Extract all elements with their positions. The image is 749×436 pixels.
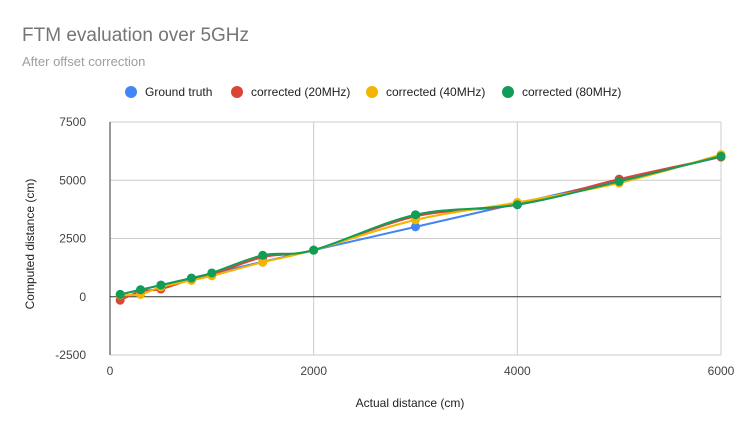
series-4 bbox=[115, 151, 726, 299]
legend-marker bbox=[125, 86, 137, 98]
legend-marker bbox=[366, 86, 378, 98]
series-2 bbox=[115, 152, 726, 305]
legend-item: corrected (80MHz) bbox=[502, 85, 621, 99]
y-tick-label: 7500 bbox=[59, 115, 86, 129]
y-tick-label: 0 bbox=[79, 290, 86, 304]
legend-label: corrected (80MHz) bbox=[522, 85, 621, 99]
grid bbox=[110, 121, 722, 356]
legend-item: corrected (20MHz) bbox=[231, 85, 350, 99]
legend-label: corrected (20MHz) bbox=[251, 85, 350, 99]
data-point bbox=[309, 245, 319, 255]
y-axis-label: Computed distance (cm) bbox=[23, 179, 37, 310]
axes bbox=[109, 122, 721, 355]
x-tick-label: 2000 bbox=[300, 364, 327, 378]
data-point bbox=[258, 250, 268, 260]
legend-marker bbox=[502, 86, 514, 98]
data-point bbox=[115, 289, 125, 299]
legend-marker bbox=[231, 86, 243, 98]
data-point bbox=[411, 210, 420, 220]
chart-title: FTM evaluation over 5GHz bbox=[22, 25, 249, 46]
legend-label: Ground truth bbox=[145, 85, 212, 99]
data-point bbox=[258, 257, 268, 267]
tick-labels: -2500 0 2500 5000 7500 0 2000 4000 6000 bbox=[55, 115, 734, 378]
data-point bbox=[411, 222, 420, 232]
data-point bbox=[716, 151, 726, 161]
x-tick-label: 0 bbox=[107, 364, 114, 378]
y-tick-label: 5000 bbox=[59, 173, 86, 187]
data-point bbox=[207, 268, 217, 278]
data-point bbox=[156, 280, 166, 290]
x-tick-label: 6000 bbox=[708, 364, 735, 378]
data-point bbox=[614, 176, 624, 186]
x-axis-label: Actual distance (cm) bbox=[356, 396, 465, 410]
data-point bbox=[512, 200, 522, 210]
y-tick-label: 2500 bbox=[59, 232, 86, 246]
legend-label: corrected (40MHz) bbox=[386, 85, 485, 99]
data-point bbox=[186, 273, 196, 283]
data-point bbox=[136, 285, 146, 295]
legend: Ground truth corrected (20MHz) corrected (… bbox=[125, 85, 621, 99]
y-tick-label: -2500 bbox=[55, 348, 86, 362]
x-tick-label: 4000 bbox=[504, 364, 531, 378]
legend-item: Ground truth bbox=[125, 85, 212, 99]
chart-subtitle: After offset correction bbox=[22, 54, 145, 69]
series-group bbox=[115, 150, 726, 305]
legend-item: corrected (40MHz) bbox=[366, 85, 485, 99]
